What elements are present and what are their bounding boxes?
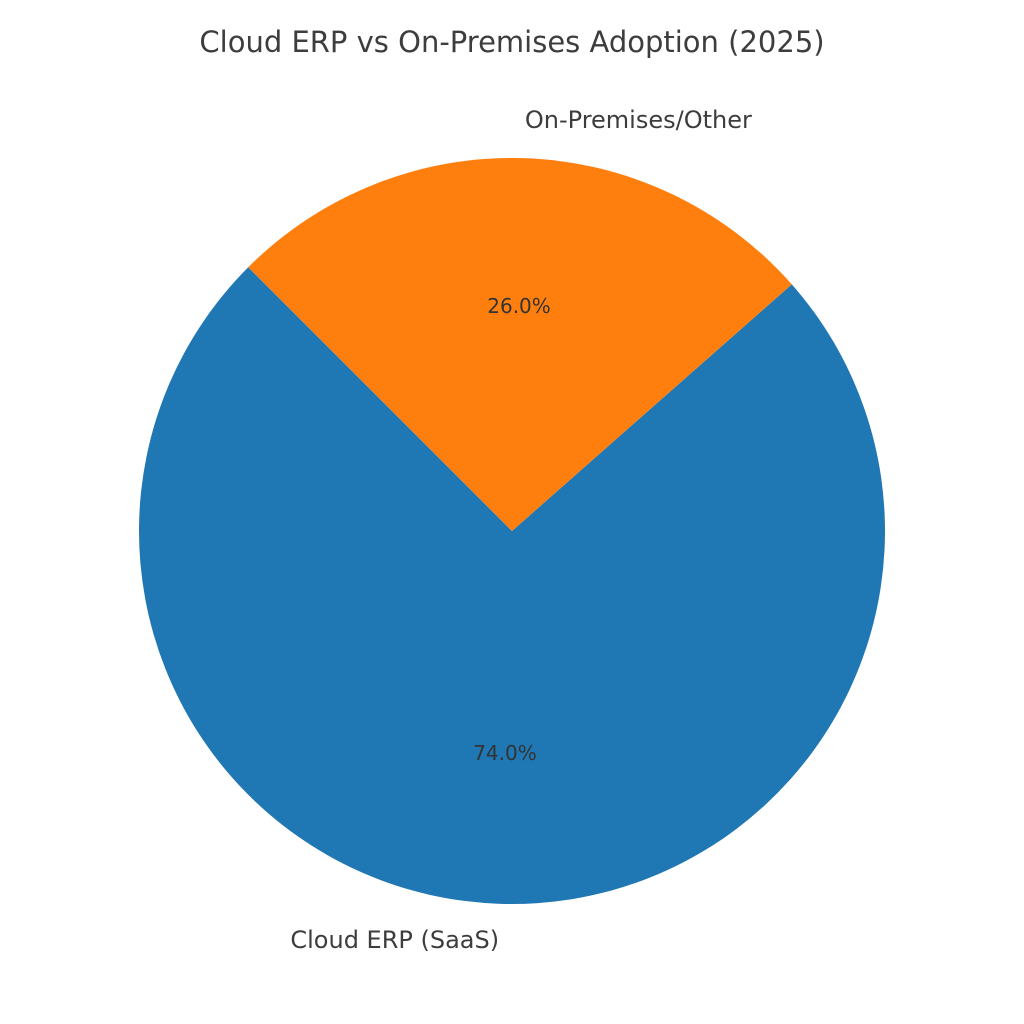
slice-label: On-Premises/Other	[525, 106, 752, 134]
pie-labels: Cloud ERP (SaaS) 74.0% On-Premises/Other 26…	[290, 106, 752, 954]
pie-slice-on-premises	[248, 158, 792, 531]
chart-title: Cloud ERP vs On-Premises Adoption (2025)	[199, 25, 824, 59]
pie-slices	[139, 158, 885, 905]
slice-percent-label: 26.0%	[487, 294, 551, 318]
pie-slice-cloud-erp	[139, 267, 885, 905]
slice-label: Cloud ERP (SaaS)	[290, 926, 499, 954]
slice-percent-label: 74.0%	[473, 741, 537, 765]
